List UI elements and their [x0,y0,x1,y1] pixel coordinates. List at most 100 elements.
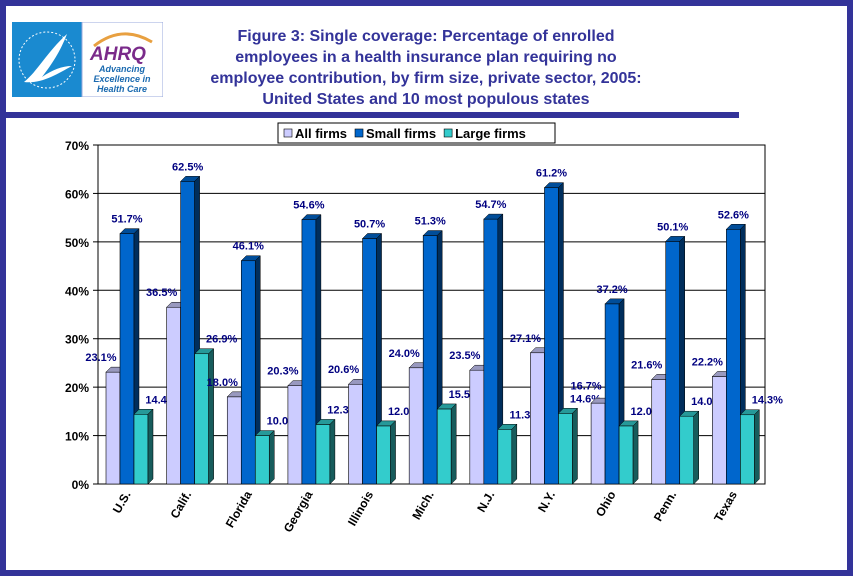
legend-label: All firms [295,126,347,141]
chart-title: Figure 3: Single coverage: Percentage of… [176,26,676,110]
data-label: 20.3% [267,366,298,378]
legend-swatch [283,128,293,138]
bar-large-firms [618,425,634,485]
legend-swatch [443,128,453,138]
data-label: 51.3% [415,216,446,228]
bar-side [450,403,457,485]
y-tick-label: 70% [65,139,89,153]
bar-all-firms [651,379,667,485]
bar-large-firms [558,412,573,485]
data-label: 50.1% [657,221,688,233]
data-label: 26.9% [206,334,237,346]
bar-small-firms [362,238,377,485]
data-label: 62.5% [172,161,203,173]
data-label: 20.6% [328,364,359,376]
legend [277,122,556,144]
data-label: 50.7% [354,218,385,230]
bar-small-firms [422,235,438,485]
data-label: 36.5% [146,287,177,299]
x-tick-label: N.J. [474,489,497,515]
bar-large-firms [254,435,270,485]
bar-side [147,408,154,485]
bar-small-firms [726,228,741,485]
bar-large-firms [133,413,149,485]
legend-label: Small firms [366,126,436,141]
bar-small-firms [604,303,620,485]
bar-side [269,429,275,485]
title-line: employees in a health insurance plan req… [235,49,617,66]
data-label: 54.6% [293,200,324,212]
bar-small-firms [119,233,135,485]
bar-small-firms [240,260,256,485]
bar-all-firms [348,383,363,485]
y-tick-label: 20% [65,381,89,395]
bar-all-firms [287,385,303,485]
x-tick-label: Mich. [409,489,436,523]
logo-tagline: Health Care [97,84,147,94]
logo-tagline: Advancing [98,64,146,74]
title-line: Figure 3: Single coverage: Percentage of… [237,28,615,45]
bar-all-firms [590,402,606,485]
data-label: 27.1% [510,333,541,345]
data-label: 23.1% [85,352,116,364]
y-tick-label: 10% [65,430,89,444]
bar-small-firms [301,219,317,485]
bar-small-firms [180,181,195,485]
legend-label: Large firms [455,126,526,141]
bar-side [390,420,396,485]
bar-all-firms [105,371,121,485]
bar-all-firms [166,306,181,485]
x-tick-label: Calif. [167,489,194,521]
y-tick-label: 30% [65,333,89,347]
bar-side [511,423,518,485]
bar-small-firms [483,218,499,485]
logo-tagline: Excellence in [93,74,151,84]
x-tick-label: Penn. [651,489,679,524]
bar-large-firms [376,425,391,485]
data-label: 61.2% [536,168,567,180]
y-tick-label: 0% [72,478,90,492]
y-tick-label: 60% [65,187,89,201]
bar-all-firms [408,367,424,485]
y-tick-label: 50% [65,236,89,250]
data-label: 23.5% [449,350,480,362]
data-label: 24.0% [389,348,420,360]
bar-all-firms [712,376,727,485]
svg-text:AHRQ: AHRQ [89,44,146,65]
data-label: 37.2% [596,284,627,296]
data-label: 14.3% [752,395,783,407]
x-tick-label: Illinois [345,488,376,528]
data-label: 16.7% [570,380,601,392]
data-label: 46.1% [233,241,264,253]
data-label: 18.0% [207,377,238,389]
bar-large-firms [740,414,755,485]
bar-side [754,409,760,485]
bar-large-firms [679,415,695,485]
bar-small-firms [544,187,559,485]
y-tick-label: 40% [65,284,89,298]
title-line: employee contribution, by firm size, pri… [210,70,642,87]
bar-all-firms [226,396,242,485]
title-line: United States and 10 most populous state… [262,91,590,108]
divider-rule [6,112,739,118]
bar-large-firms [194,353,209,485]
bar-small-firms [665,241,681,485]
x-tick-label: Ohio [593,489,619,520]
bar-side [329,418,336,485]
data-label: 52.6% [718,209,749,221]
x-tick-label: Florida [223,488,255,530]
bar-all-firms [530,352,545,485]
bar-all-firms [469,369,485,485]
legend-swatch [354,128,364,138]
bar-side [693,410,699,485]
bar-large-firms [436,408,452,485]
bar-large-firms [315,424,331,485]
x-tick-label: U.S. [110,489,134,516]
hhs-ahrq-logo: AHRQ Advancing Excellence in Health Care [12,22,163,97]
x-tick-label: Georgia [281,488,316,535]
x-tick-label: N.Y. [535,489,558,515]
bar-side [632,420,639,485]
data-label: 21.6% [631,359,662,371]
x-tick-label: Texas [711,488,740,524]
